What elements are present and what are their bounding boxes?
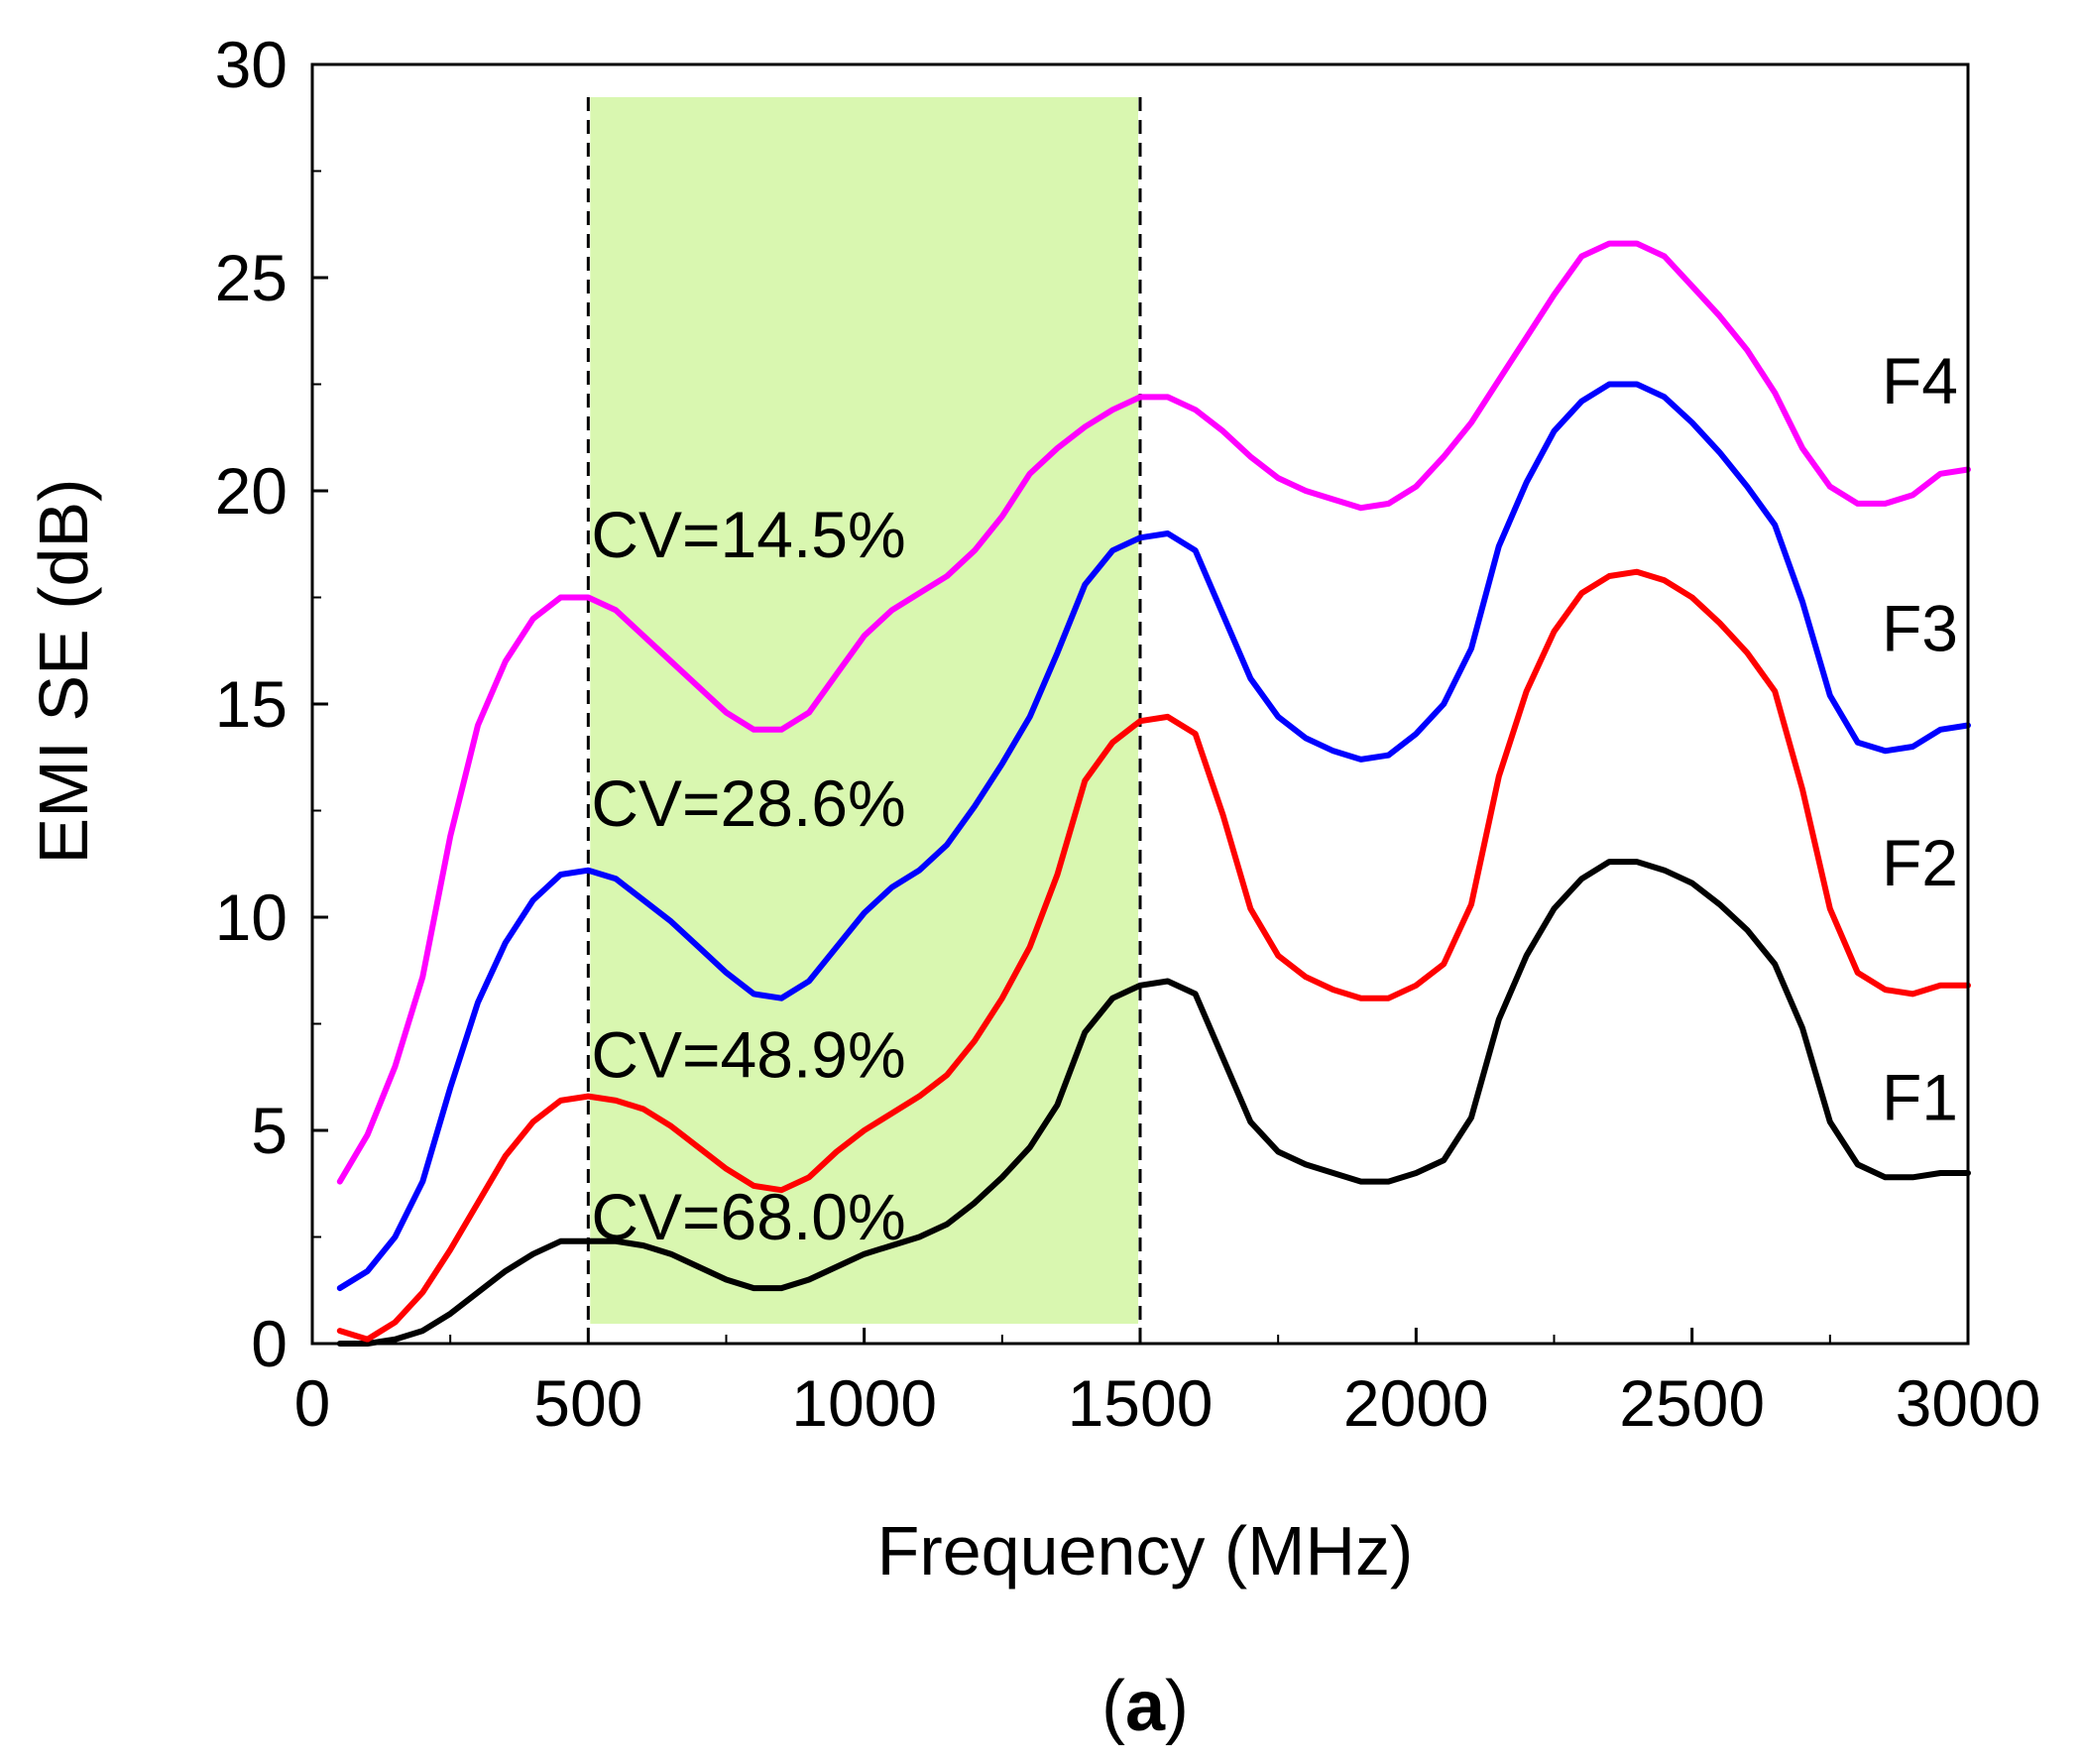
cv-annotation: CV=28.6% <box>591 766 905 840</box>
x-tick-label: 0 <box>294 1366 331 1440</box>
series-line-f2 <box>336 568 1971 1343</box>
y-tick-label: 15 <box>215 667 288 741</box>
y-tick-label: 10 <box>215 881 288 954</box>
series-end-label-f1: F1 <box>1882 1061 1958 1134</box>
series-layer <box>336 240 1971 1347</box>
reference-line-layer <box>586 97 1142 1329</box>
y-tick-label: 0 <box>251 1307 288 1380</box>
x-tick-label: 2000 <box>1343 1366 1489 1440</box>
caption-letter: a <box>1125 1667 1166 1746</box>
y-tick-label: 20 <box>215 454 288 528</box>
x-tick-label: 500 <box>533 1366 642 1440</box>
cv-annotation: CV=68.0% <box>591 1180 905 1253</box>
x-tick-label: 3000 <box>1896 1366 2041 1440</box>
y-tick-label: 25 <box>215 241 288 314</box>
series-line-f1 <box>336 859 1971 1347</box>
series-end-label-layer: F1 F2 F3 F4 <box>1882 344 1958 1133</box>
figure-caption: (a) <box>1101 1667 1189 1746</box>
series-line-f3 <box>336 381 1971 1292</box>
highlight-band <box>590 97 1138 1324</box>
cv-annotation: CV=14.5% <box>591 498 905 571</box>
caption-close-paren: ) <box>1165 1667 1189 1746</box>
y-tick-label: 5 <box>251 1094 288 1167</box>
axes-layer: 0 500 1000 1500 2000 2500 3000 0 5 10 15 20 25 30 <box>215 28 2041 1440</box>
x-tick-label: 1000 <box>791 1366 937 1440</box>
series-end-label-f2: F2 <box>1882 826 1958 899</box>
cv-annotation: CV=48.9% <box>591 1018 905 1092</box>
series-line-f4 <box>336 240 1971 1185</box>
series-end-label-f3: F3 <box>1882 592 1958 665</box>
y-axis-title: EMI SE (dB) <box>25 479 102 865</box>
x-tick-label: 1500 <box>1068 1366 1214 1440</box>
x-tick-label: 2500 <box>1619 1366 1765 1440</box>
series-end-label-f4: F4 <box>1882 344 1958 417</box>
caption-open-paren: ( <box>1101 1667 1125 1746</box>
y-tick-label: 30 <box>215 28 288 101</box>
highlight-band-layer <box>590 97 1138 1324</box>
cv-annotation-layer: CV=14.5% CV=28.6% CV=48.9% CV=68.0% <box>591 498 905 1253</box>
x-axis-title: Frequency (MHz) <box>877 1512 1414 1589</box>
